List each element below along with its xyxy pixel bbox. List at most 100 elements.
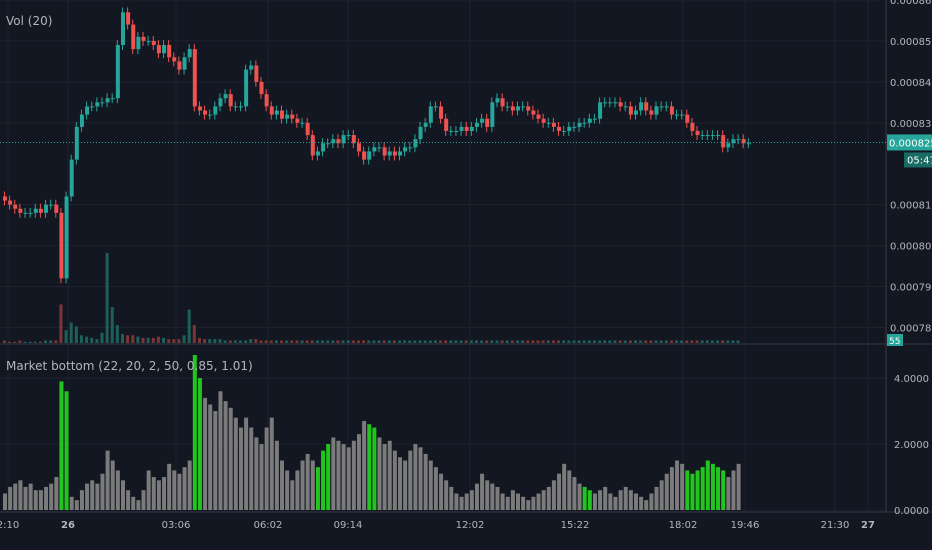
indicator-bar xyxy=(131,496,136,510)
volume-bar xyxy=(203,339,207,343)
price-tick-label: 0.0008600 xyxy=(890,0,932,7)
candle-body xyxy=(490,102,495,127)
candle-body xyxy=(675,114,680,116)
indicator-bar xyxy=(413,444,418,510)
candle-body xyxy=(680,114,685,116)
indicator-legend: Market bottom (22, 20, 2, 50, 0.85, 1.01… xyxy=(6,359,253,373)
volume-bar xyxy=(44,340,48,343)
indicator-bar xyxy=(649,493,654,510)
volume-bar xyxy=(126,335,130,343)
volume-bar xyxy=(59,304,63,343)
indicator-bar xyxy=(192,355,197,510)
candle-body xyxy=(480,118,485,123)
indicator-bar xyxy=(18,480,23,510)
candle-body xyxy=(49,204,54,206)
volume-bar xyxy=(664,340,668,343)
indicator-bar xyxy=(495,486,500,510)
candle-body xyxy=(351,135,356,144)
candle-body xyxy=(603,102,608,104)
candle-body xyxy=(387,151,392,156)
candle-body xyxy=(500,98,505,107)
candle-body xyxy=(167,45,172,58)
candle-body xyxy=(685,114,690,123)
price-tick-label: 0.0008000 xyxy=(890,242,932,253)
indicator-bar xyxy=(208,404,213,510)
indicator-bar xyxy=(633,493,638,510)
volume-bar xyxy=(238,340,242,343)
time-tick-label: 15:22 xyxy=(561,520,590,531)
indicator-bar xyxy=(541,490,546,510)
volume-bar xyxy=(541,340,545,343)
volume-bar xyxy=(146,337,150,343)
volume-bar xyxy=(274,340,278,343)
candle-body xyxy=(459,126,464,131)
candle-body xyxy=(95,102,100,107)
candle-body xyxy=(131,24,136,50)
candle-body xyxy=(295,118,300,123)
candle-body xyxy=(362,151,367,160)
candle-body xyxy=(546,122,551,124)
candle-body xyxy=(341,135,346,144)
volume-bar xyxy=(680,340,684,343)
volume-bar xyxy=(531,340,535,343)
candle-body xyxy=(618,102,623,107)
indicator-bar xyxy=(521,496,526,510)
volume-bar xyxy=(54,340,58,343)
candle-body xyxy=(346,135,351,137)
volume-bar xyxy=(444,340,448,343)
volume-bar xyxy=(218,339,222,343)
indicator-bar xyxy=(582,486,587,510)
indicator-bar xyxy=(259,444,264,510)
candle-body xyxy=(582,122,587,124)
time-tick-label: 2:10 xyxy=(0,520,19,531)
indicator-bar xyxy=(567,470,572,510)
candle-body xyxy=(485,118,490,127)
price-tick-label: 0.0008100 xyxy=(890,201,932,212)
candle-body xyxy=(736,139,741,141)
candle-body xyxy=(551,122,556,127)
candle-body xyxy=(213,106,218,115)
volume-bar xyxy=(654,340,658,343)
price-tick-label: 0.0007800 xyxy=(890,323,932,334)
volume-bar xyxy=(49,340,53,343)
indicator-bar xyxy=(531,496,536,510)
indicator-bar xyxy=(459,496,464,510)
volume-bar xyxy=(413,340,417,343)
candle-body xyxy=(285,114,290,119)
candle-body xyxy=(705,135,710,137)
volume-bar xyxy=(177,339,181,343)
indicator-bar xyxy=(44,486,49,510)
volume-bar xyxy=(398,340,402,343)
volume-bar xyxy=(228,340,232,343)
volume-bar xyxy=(433,340,437,343)
indicator-bar xyxy=(392,450,397,510)
candle-body xyxy=(521,106,526,108)
axes: 0.0008600 0.0008500 0.0008400 0.0008300 0.00… xyxy=(0,0,932,531)
volume-bar xyxy=(516,340,519,343)
candle-body xyxy=(192,49,197,107)
volume-bar xyxy=(90,337,94,343)
indicator-bar xyxy=(408,450,413,510)
volume-bar xyxy=(192,325,196,343)
indicator-bar xyxy=(654,486,659,510)
candle-body xyxy=(356,143,361,152)
volume-bar xyxy=(649,340,653,343)
volume-bar xyxy=(38,341,42,343)
candle-body xyxy=(592,118,597,120)
indicator-bar xyxy=(505,496,510,510)
candle-body xyxy=(372,147,377,152)
volume-bar xyxy=(408,340,412,343)
indicator-bar xyxy=(644,500,649,510)
volume-bar xyxy=(474,340,478,343)
indicator-bar xyxy=(716,467,721,510)
indicator-bar xyxy=(608,493,613,510)
volume-bar xyxy=(136,336,140,343)
indicator-bar xyxy=(85,483,90,510)
candle-body xyxy=(639,102,644,111)
price-tick-label: 0.0007900 xyxy=(890,283,932,294)
volume-bar xyxy=(280,340,284,343)
candle-body xyxy=(654,106,659,115)
candle-body xyxy=(418,126,423,140)
time-tick-label: 03:06 xyxy=(162,520,191,531)
indicator-bar xyxy=(659,480,664,510)
